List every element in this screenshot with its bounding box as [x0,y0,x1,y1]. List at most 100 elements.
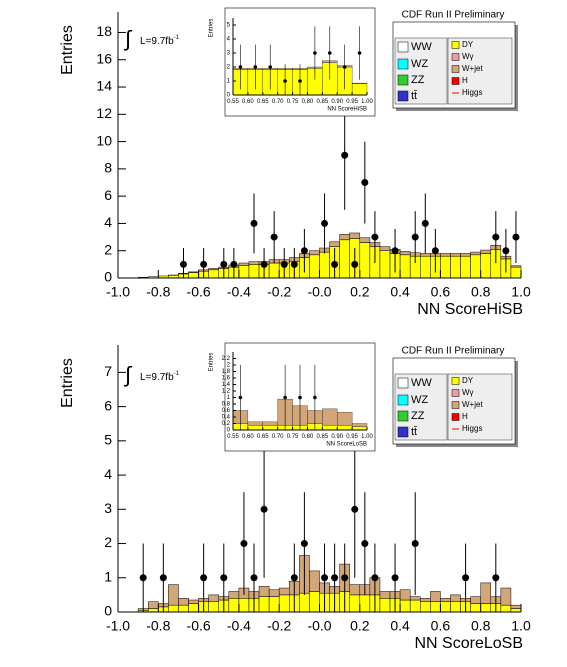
legend-swatch [451,413,460,421]
histogram-bar [188,599,199,604]
x-tick-label: 0.95 [346,434,358,440]
data-point [268,65,273,69]
y-tick-label: 1 [104,568,112,584]
histogram-bar [168,584,179,606]
y-tick-label: 0.4 [222,415,231,421]
x-tick-label: -0.4 [227,617,251,633]
data-point [361,179,369,187]
x-tick-label: 0.70 [272,99,284,105]
x-axis-label: NN ScoreLoSB [415,635,524,652]
histogram-bar [178,604,189,613]
x-tick-label: -0.8 [146,617,170,633]
histogram-bar [399,254,411,279]
histogram-bar [450,255,461,279]
histogram-bar [329,241,340,247]
y-tick-label: 0.8 [222,402,231,408]
data-point [371,574,379,582]
data-point [283,79,287,83]
data-point [331,574,339,582]
x-tick-label: 1.00 [361,99,373,105]
y-tick-label: 2 [227,363,231,369]
y-axis-label: Entries [59,25,76,75]
histogram-bar [178,598,189,606]
histogram-bar [510,265,522,268]
legend-label: Higgs [462,424,482,433]
histogram-bar [460,255,471,279]
histogram-bar [470,254,481,279]
x-tick-label: -0.4 [227,283,251,299]
histogram-bar [322,408,338,426]
lumi-exp: -1 [174,35,180,41]
x-tick-label: 0.55 [227,99,239,105]
data-point [391,574,399,582]
histogram-bar [430,601,441,613]
histogram-bar [309,254,320,279]
histogram-bar [409,596,421,601]
data-point [300,247,308,255]
histogram-bar [440,253,451,257]
chart-panel: 0.55 0.60 0.65 0.70 0.75 0.80 0.85 0.90 0.95 1.00… [209,342,376,452]
data-point [280,260,288,268]
x-tick-label: 0.2 [350,617,370,633]
histogram-bar [420,598,431,602]
y-tick-label: 7 [104,363,112,379]
legend-swatch [397,41,409,53]
x-tick-label: 0.60 [242,434,254,440]
data-point [313,395,317,400]
x-tick-label: 0.90 [331,434,343,440]
legend-swatch [397,90,409,102]
legend-label: DY [462,376,474,385]
x-tick-label: 0.65 [257,434,269,440]
data-point [250,574,258,582]
y-tick-label: 14 [96,78,112,94]
histogram-bar [480,249,492,254]
y-tick-label: 0 [104,269,112,285]
lumi-label: L=9.7fb-1 [140,371,180,383]
data-point [341,574,349,582]
histogram-bar [258,586,270,597]
x-tick-label: 1.00 [361,434,373,440]
data-point [238,395,243,400]
inset-frame [224,7,376,117]
data-point [512,233,520,241]
y-tick-label: 1.6 [222,376,231,382]
legend-swatch [397,377,409,389]
histogram-bar [409,599,421,613]
lumi-exp: -1 [174,371,180,377]
histogram-bar [460,253,471,257]
x-tick-label: 0.6 [431,283,451,299]
y-tick-label: 1.2 [222,389,231,395]
histogram-bar [359,237,371,243]
x-tick-label: 0.4 [390,283,410,299]
data-point [431,247,439,255]
histogram-bar [510,608,522,613]
histogram-bar [399,599,411,613]
legend-label: H [462,76,468,85]
histogram-bar [420,253,431,257]
histogram-bar [238,598,250,613]
data-point [462,574,470,582]
x-tick-label: 0.8 [471,283,491,299]
x-tick-label: -0.2 [267,617,291,633]
histogram-bar [262,421,278,426]
y-tick-label: 12 [96,105,112,121]
x-tick-label: 0.85 [316,434,328,440]
histogram-bar [510,604,522,609]
histogram-bar [268,262,280,279]
x-axis-label: NN ScoreHiSB [417,301,523,318]
data-point [300,540,308,548]
data-point [341,151,349,159]
legend-label: WW [411,377,432,389]
histogram-bar [480,582,492,604]
x-tick-label: -0.2 [267,283,291,299]
data-point [179,260,187,268]
data-point [313,51,317,55]
legend-label: DY [462,40,474,49]
x-tick-label: 0.90 [331,99,343,105]
legend-label: WZ [411,58,428,70]
x-tick-label: -1.0 [106,617,130,633]
histogram-bar [440,255,451,279]
legend-label: W+jet [462,400,483,409]
histogram-bar [470,251,481,256]
